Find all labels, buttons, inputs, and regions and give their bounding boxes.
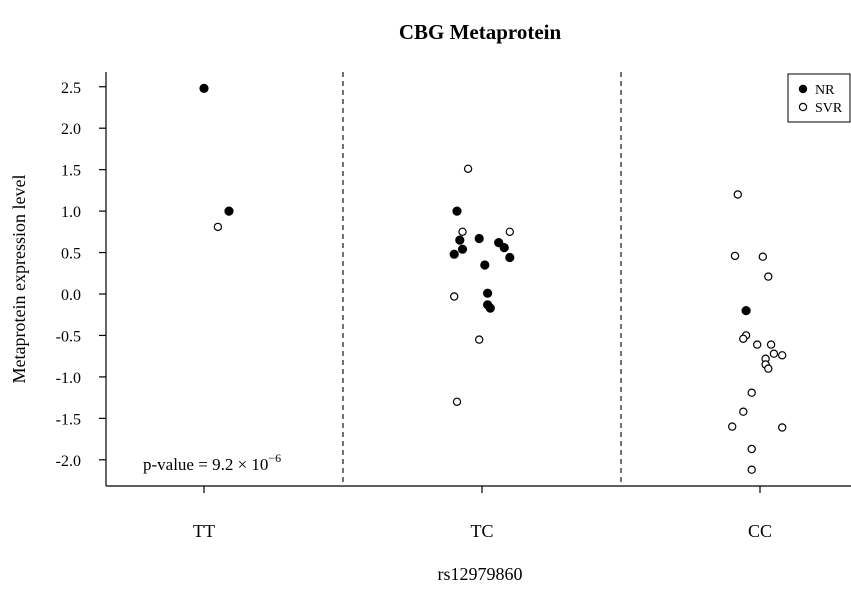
y-tick-label: 1.5	[61, 163, 81, 180]
point-svr	[505, 227, 514, 236]
y-tick-label: -0.5	[56, 328, 81, 345]
x-tick-label-cc: CC	[748, 521, 772, 541]
point-nr	[741, 306, 751, 316]
y-tick-label: 2.5	[61, 80, 81, 97]
point-svr	[769, 349, 779, 358]
point-nr	[457, 244, 468, 254]
point-svr	[778, 351, 787, 360]
point-svr	[778, 423, 787, 432]
point-svr	[463, 164, 473, 173]
point-nr	[474, 233, 484, 244]
point-svr	[739, 334, 748, 343]
point-svr	[758, 252, 768, 261]
point-svr	[764, 272, 773, 281]
point-svr	[747, 444, 756, 454]
point-svr	[764, 364, 773, 373]
y-tick-label: -1.0	[56, 370, 81, 387]
y-tick-label: 2.0	[61, 121, 81, 138]
group-separators	[342, 72, 622, 486]
p-value-annotation: p-value = 9.2 × 10−6	[143, 451, 281, 474]
y-tick-label: -2.0	[56, 453, 81, 470]
point-nr	[480, 260, 490, 270]
legend: NR SVR	[787, 73, 851, 123]
point-svr	[747, 465, 756, 474]
point-nr	[485, 303, 495, 313]
point-svr	[766, 340, 776, 349]
point-nr	[494, 238, 504, 248]
x-axis-title: rs12979860	[438, 564, 523, 584]
legend-label-svr: SVR	[815, 101, 843, 116]
x-tick-label-tc: TC	[470, 521, 493, 541]
point-svr	[739, 407, 748, 416]
plot-axes	[105, 72, 851, 487]
chart-title: CBG Metaprotein	[399, 20, 562, 44]
point-nr	[499, 243, 509, 253]
point-svr	[733, 190, 743, 199]
point-svr	[747, 388, 756, 397]
y-tick-label: -1.5	[56, 411, 81, 428]
point-svr	[753, 340, 762, 349]
y-tick-label: 0.5	[61, 246, 81, 263]
p-value-text: p-value = 9.2 × 10	[143, 455, 268, 474]
legend-label-nr: NR	[815, 83, 835, 98]
point-nr	[224, 206, 234, 216]
legend-marker-svr	[798, 102, 808, 112]
legend-marker-nr	[798, 84, 808, 94]
point-svr	[213, 222, 223, 232]
point-nr	[505, 252, 515, 263]
x-axis-ticks: TT TC CC	[193, 486, 772, 541]
point-svr	[450, 292, 459, 301]
y-tick-label: 1.0	[61, 204, 81, 221]
point-svr	[728, 422, 737, 431]
point-svr	[458, 227, 467, 236]
x-tick-label-tt: TT	[193, 521, 215, 541]
point-svr	[475, 335, 484, 344]
y-tick-label: 0.0	[61, 287, 81, 304]
point-nr	[199, 83, 209, 94]
p-value-exponent: −6	[268, 451, 281, 465]
point-nr	[455, 235, 465, 245]
y-axis-title: Metaprotein expression level	[9, 175, 29, 384]
point-nr	[452, 206, 462, 216]
data-points	[199, 83, 787, 474]
y-axis-ticks: 2.5 2.0 1.5 1.0 0.5 0.0 -0.5 -1.0 -1.5 -2.0	[56, 80, 106, 470]
legend-box	[787, 73, 851, 123]
point-nr	[449, 249, 459, 259]
point-svr	[452, 397, 462, 406]
point-nr	[483, 288, 493, 298]
point-svr	[730, 251, 740, 261]
